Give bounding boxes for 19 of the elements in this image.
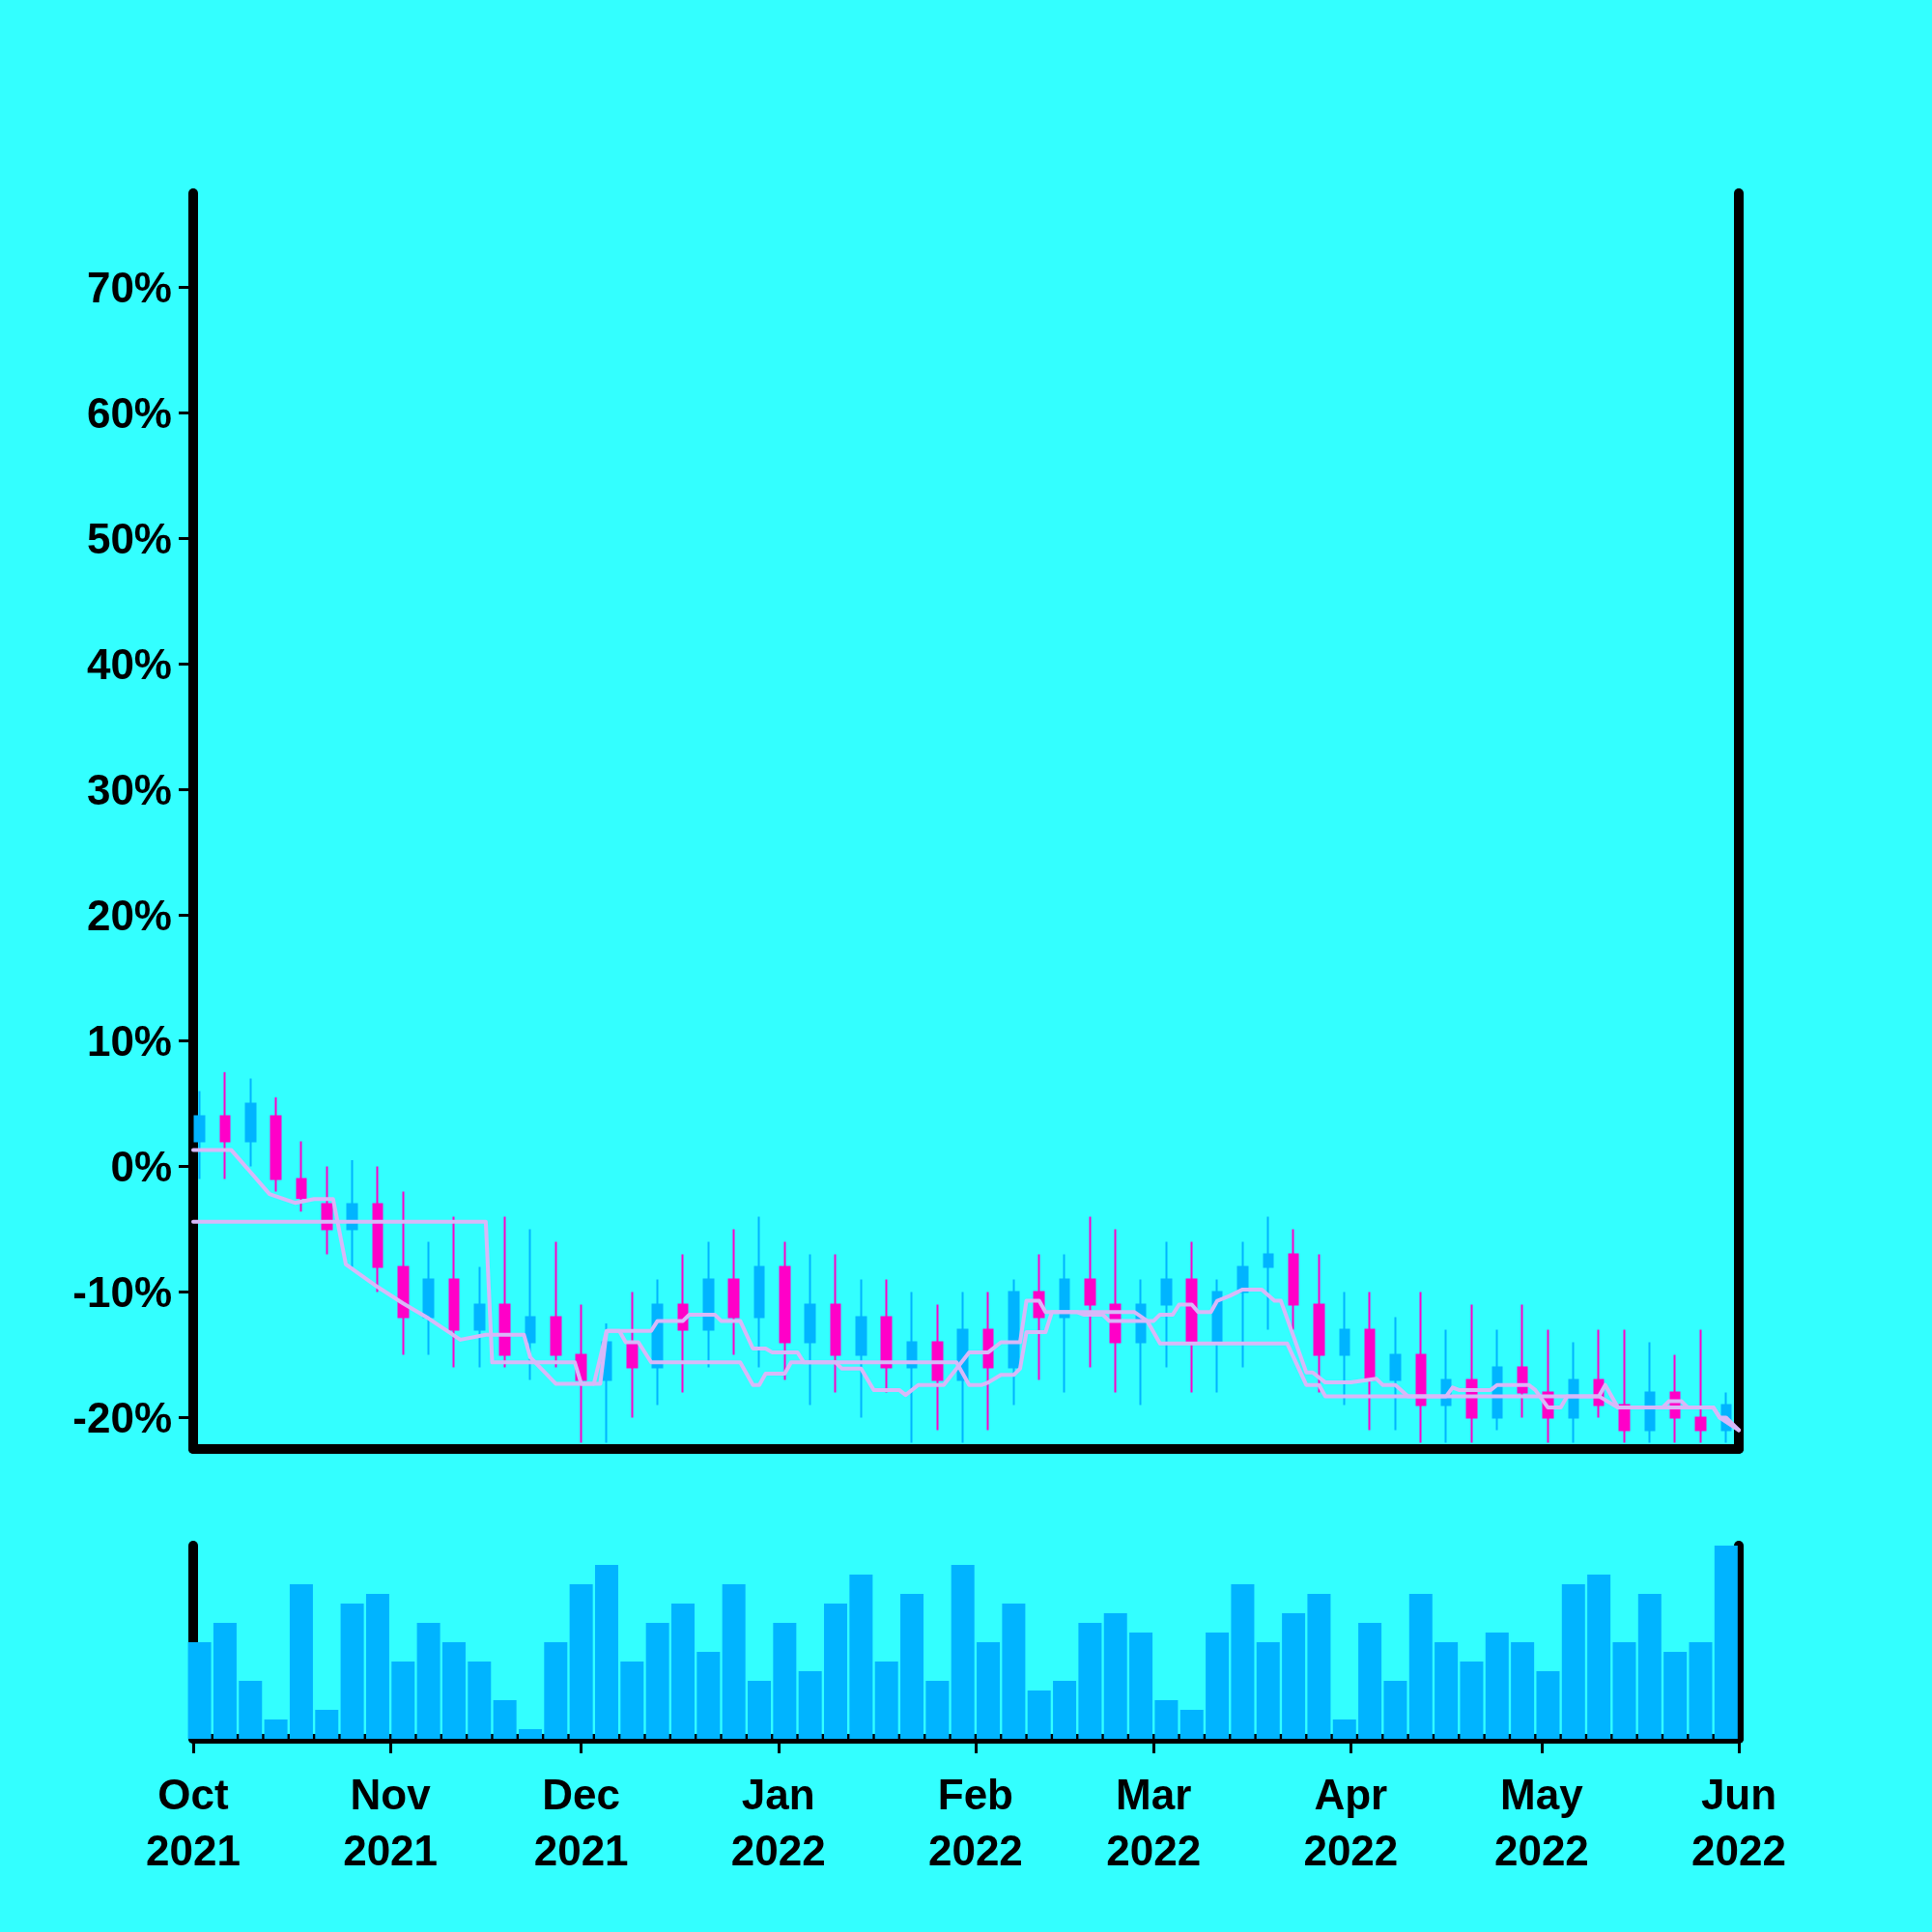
x-tick-label: Mar 2022 (1106, 1770, 1202, 1874)
x-tick-label: Dec 2021 (533, 1770, 629, 1874)
y-tick-label: 10% (86, 1017, 172, 1065)
y-tick-label: -10% (72, 1268, 172, 1316)
y-tick-label: 70% (86, 264, 172, 311)
x-tick-label: Oct 2021 (146, 1770, 241, 1874)
y-tick-label: 0% (110, 1143, 172, 1190)
y-tick-label: 60% (86, 389, 172, 437)
y-tick-label: 30% (86, 766, 172, 813)
x-tick-label: May 2022 (1493, 1770, 1589, 1874)
y-tick-label: 40% (86, 640, 172, 688)
x-tick-label: Feb 2022 (927, 1770, 1023, 1874)
y-tick-label: 50% (86, 515, 172, 562)
x-tick-label: Nov 2021 (343, 1770, 439, 1874)
x-tick-label: Apr 2022 (1303, 1770, 1399, 1874)
x-tick-label: Jan 2022 (730, 1770, 826, 1874)
y-tick-label: -20% (72, 1394, 172, 1441)
x-tick-label: Jun 2022 (1691, 1770, 1786, 1874)
y-tick-label: 20% (86, 892, 172, 939)
